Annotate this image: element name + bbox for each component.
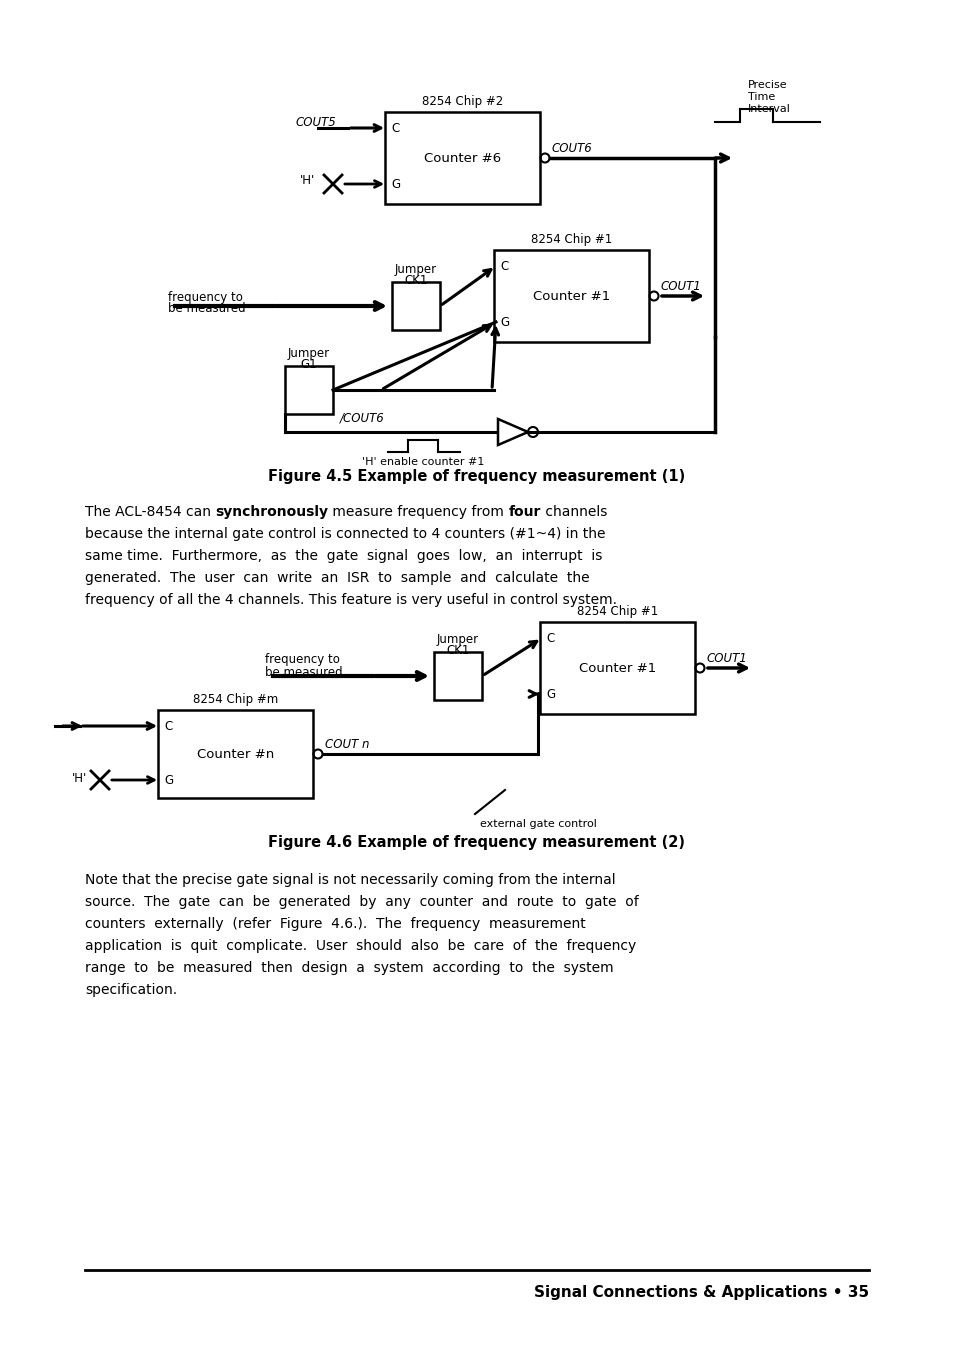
Text: 'H': 'H' bbox=[71, 772, 87, 784]
Bar bbox=[392, 283, 439, 330]
Text: range  to  be  measured  then  design  a  system  according  to  the  system: range to be measured then design a syste… bbox=[85, 961, 613, 975]
Text: G: G bbox=[391, 177, 399, 191]
Bar bbox=[539, 622, 695, 714]
Text: CK1: CK1 bbox=[404, 273, 427, 287]
Text: C: C bbox=[499, 260, 508, 273]
Text: G: G bbox=[499, 315, 509, 329]
Text: /COUT6: /COUT6 bbox=[339, 411, 384, 425]
Bar bbox=[285, 366, 333, 414]
Text: Signal Connections & Applications • 35: Signal Connections & Applications • 35 bbox=[534, 1284, 868, 1299]
Text: CK1: CK1 bbox=[446, 644, 469, 657]
Text: C: C bbox=[545, 631, 554, 645]
Text: 'H': 'H' bbox=[299, 173, 314, 187]
Text: Figure 4.5 Example of frequency measurement (1): Figure 4.5 Example of frequency measurem… bbox=[268, 469, 685, 484]
Text: source.  The  gate  can  be  generated  by  any  counter  and  route  to  gate  : source. The gate can be generated by any… bbox=[85, 895, 639, 909]
Text: synchronously: synchronously bbox=[215, 506, 328, 519]
Text: C: C bbox=[391, 122, 399, 134]
Text: 8254 Chip #1: 8254 Chip #1 bbox=[577, 606, 658, 618]
Bar bbox=[385, 112, 539, 204]
Text: Note that the precise gate signal is not necessarily coming from the internal: Note that the precise gate signal is not… bbox=[85, 873, 615, 887]
Text: Figure 4.6 Example of frequency measurement (2): Figure 4.6 Example of frequency measurem… bbox=[268, 834, 685, 849]
Text: be measured: be measured bbox=[265, 665, 342, 679]
Text: 8254 Chip #1: 8254 Chip #1 bbox=[531, 234, 612, 246]
Text: application  is  quit  complicate.  User  should  also  be  care  of  the  frequ: application is quit complicate. User sho… bbox=[85, 940, 636, 953]
Bar bbox=[434, 652, 481, 700]
Text: measure frequency from: measure frequency from bbox=[328, 506, 508, 519]
Text: same time.  Furthermore,  as  the  gate  signal  goes  low,  an  interrupt  is: same time. Furthermore, as the gate sign… bbox=[85, 549, 601, 562]
Text: frequency to: frequency to bbox=[168, 291, 243, 303]
Text: specification.: specification. bbox=[85, 983, 177, 996]
Text: external gate control: external gate control bbox=[479, 819, 597, 829]
Text: Jumper: Jumper bbox=[288, 347, 330, 361]
Text: Counter #1: Counter #1 bbox=[578, 661, 656, 675]
Text: counters  externally  (refer  Figure  4.6.).  The  frequency  measurement: counters externally (refer Figure 4.6.).… bbox=[85, 917, 585, 932]
Text: Jumper: Jumper bbox=[395, 264, 436, 277]
Text: generated.  The  user  can  write  an  ISR  to  sample  and  calculate  the: generated. The user can write an ISR to … bbox=[85, 571, 589, 585]
Text: COUT n: COUT n bbox=[325, 737, 369, 750]
Polygon shape bbox=[497, 419, 527, 445]
Text: 8254 Chip #2: 8254 Chip #2 bbox=[422, 96, 503, 108]
Text: G: G bbox=[164, 773, 172, 787]
Text: channels: channels bbox=[540, 506, 607, 519]
Text: COUT1: COUT1 bbox=[706, 652, 747, 664]
Bar bbox=[494, 250, 648, 342]
Text: 8254 Chip #m: 8254 Chip #m bbox=[193, 694, 278, 707]
Text: Counter #6: Counter #6 bbox=[424, 151, 501, 165]
Text: Counter #1: Counter #1 bbox=[533, 289, 610, 303]
Text: Interval: Interval bbox=[747, 104, 790, 114]
Text: four: four bbox=[508, 506, 540, 519]
Text: 'H' enable counter #1: 'H' enable counter #1 bbox=[361, 457, 484, 466]
Text: C: C bbox=[164, 719, 172, 733]
Text: The ACL-8454 can: The ACL-8454 can bbox=[85, 506, 215, 519]
Text: Counter #n: Counter #n bbox=[197, 748, 274, 760]
Text: frequency to: frequency to bbox=[265, 653, 339, 667]
Text: be measured: be measured bbox=[168, 303, 245, 315]
Text: G: G bbox=[545, 688, 555, 700]
Text: G1: G1 bbox=[300, 357, 317, 370]
Text: Time: Time bbox=[747, 92, 775, 101]
Text: frequency of all the 4 channels. This feature is very useful in control system.: frequency of all the 4 channels. This fe… bbox=[85, 594, 617, 607]
Text: COUT1: COUT1 bbox=[660, 280, 701, 292]
Text: Precise: Precise bbox=[747, 80, 787, 91]
Text: because the internal gate control is connected to 4 counters (#1~4) in the: because the internal gate control is con… bbox=[85, 527, 605, 541]
Text: COUT5: COUT5 bbox=[295, 115, 336, 128]
Text: Jumper: Jumper bbox=[436, 634, 478, 646]
Bar bbox=[158, 710, 313, 798]
Text: COUT6: COUT6 bbox=[552, 142, 592, 154]
